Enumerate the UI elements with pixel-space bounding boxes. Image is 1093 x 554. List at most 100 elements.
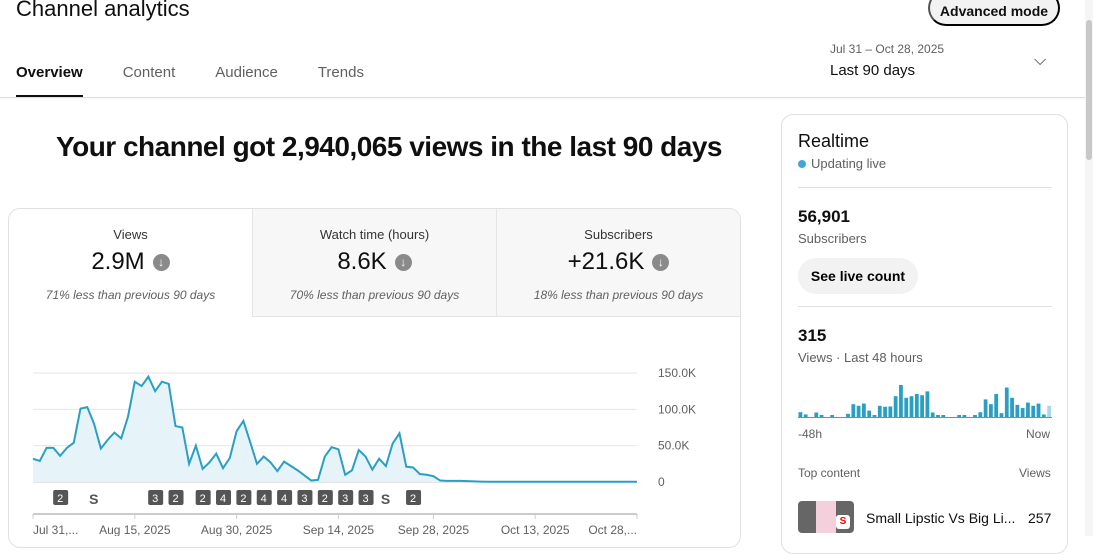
- hourly-bar: [962, 415, 967, 417]
- overview-chart-card: Views 2.9M ↓ 71% less than previous 90 da…: [8, 208, 741, 548]
- hourly-bar: [999, 413, 1004, 417]
- upload-marker-count: 3: [152, 493, 158, 505]
- views-area: [33, 376, 637, 482]
- views-line: [32, 374, 637, 483]
- tab-content[interactable]: Content: [122, 64, 176, 81]
- advanced-mode-button[interactable]: Advanced mode: [928, 0, 1060, 26]
- hourly-bar: [909, 396, 914, 417]
- hourly-bar: [1041, 414, 1046, 417]
- upload-marker: [297, 490, 313, 505]
- y-tick-label: 150.0K: [658, 366, 696, 380]
- divider: [798, 306, 1052, 307]
- subscriber-count: 56,901: [798, 207, 850, 226]
- hourly-bar: [803, 414, 808, 417]
- upload-marker-count: 3: [342, 493, 348, 505]
- upload-marker-count: 2: [322, 493, 328, 505]
- upload-marker-count: 4: [220, 493, 226, 505]
- metric-change: 18% less than previous 90 days: [533, 288, 704, 302]
- hourly-bar: [1031, 405, 1036, 417]
- axis-end: Now: [1026, 427, 1051, 441]
- hourly-bar: [973, 415, 977, 417]
- hourly-bar: [994, 393, 999, 417]
- x-tick-label: Oct 28,...: [588, 523, 637, 536]
- upload-marker: [358, 490, 374, 505]
- hourly-bar: [1010, 397, 1014, 417]
- upload-marker: [277, 490, 293, 505]
- hourly-bar: [978, 412, 983, 417]
- x-tick-label: Jul 31,...: [33, 523, 78, 536]
- hourly-bar: [851, 404, 856, 417]
- upload-marker-count: 4: [261, 493, 267, 505]
- metric-change: 71% less than previous 90 days: [45, 288, 216, 302]
- metric-views[interactable]: Views 2.9M ↓ 71% less than previous 90 da…: [9, 209, 252, 317]
- x-tick-label: Sep 14, 2025: [303, 523, 375, 536]
- y-tick-label: 50.0K: [658, 439, 689, 453]
- axis-start: -48h: [798, 427, 823, 441]
- hourly-bar: [867, 410, 872, 417]
- hourly-bar: [893, 396, 898, 417]
- tab-bar: Overview Content Audience Trends: [16, 64, 364, 97]
- hourly-bar: [819, 415, 824, 417]
- subscriber-label: Subscribers: [798, 231, 867, 246]
- hourly-bar: [1004, 387, 1009, 417]
- top-content-title[interactable]: Small Lipstic Vs Big Li...: [866, 510, 1016, 526]
- upload-marker: [236, 490, 252, 505]
- realtime-views: 315: [798, 326, 827, 345]
- x-tick-label: Oct 13, 2025: [501, 523, 570, 536]
- scrollbar[interactable]: [1085, 0, 1093, 536]
- upload-marker-count: 3: [301, 493, 307, 505]
- tab-audience[interactable]: Audience: [215, 64, 278, 81]
- shorts-icon: S: [836, 515, 850, 529]
- hourly-bar: [914, 393, 919, 417]
- realtime-views-label: Views · Last 48 hours: [798, 350, 923, 365]
- hourly-bar: [856, 405, 861, 417]
- video-thumbnail[interactable]: S: [798, 501, 854, 533]
- hourly-bar: [983, 399, 988, 417]
- hourly-bar: [936, 415, 940, 417]
- metric-subscribers[interactable]: Subscribers +21.6K ↓ 18% less than previo…: [496, 209, 740, 317]
- tab-overview[interactable]: Overview: [16, 64, 83, 97]
- page-title: Channel analytics: [16, 0, 190, 21]
- upload-marker-count: 4: [281, 493, 287, 505]
- date-range-picker[interactable]: Jul 31 – Oct 28, 2025 Last 90 days: [830, 42, 944, 79]
- hourly-bar: [989, 404, 993, 417]
- views-chart: 0 50.0K 100.0K 150.0K 2 S 3 2 2 4 2 4 4 3 2 3 3 S 2 Jul 31,…: [32, 366, 696, 536]
- headline: Your channel got 2,940,065 views in the …: [56, 131, 723, 162]
- upload-marker-count: 2: [240, 493, 246, 505]
- upload-marker-count: 2: [57, 493, 63, 505]
- realtime-title: Realtime: [798, 131, 870, 151]
- shorts-marker-icon: S: [381, 491, 390, 507]
- chevron-down-icon[interactable]: ⌵: [1034, 52, 1047, 69]
- hourly-bar: [862, 403, 866, 417]
- hourly-views-chart: [798, 385, 1052, 418]
- upload-marker-count: 2: [410, 493, 416, 505]
- x-tick-label: Aug 15, 2025: [99, 523, 171, 536]
- tab-trends[interactable]: Trends: [317, 64, 364, 81]
- upload-marker-count: 3: [362, 493, 368, 505]
- hourly-bar: [798, 412, 803, 417]
- hourly-bar: [899, 385, 903, 417]
- metric-watch-time[interactable]: Watch time (hours) 8.6K ↓ 70% less than p…: [252, 209, 496, 317]
- hourly-bar: [830, 415, 835, 417]
- see-live-count-button[interactable]: See live count: [798, 258, 918, 294]
- top-content-views: 257: [1028, 510, 1052, 526]
- hourly-bar: [904, 397, 909, 417]
- arrow-down-icon: ↓: [152, 253, 170, 271]
- top-content-label: Top content: [798, 466, 861, 480]
- upload-marker: [406, 490, 422, 505]
- live-status-text: Updating live: [811, 156, 887, 171]
- hourly-bar: [872, 415, 877, 417]
- metric-value: +21.6K: [567, 248, 645, 275]
- hourly-bar: [846, 413, 850, 417]
- date-period: Last 90 days: [830, 62, 916, 79]
- hourly-bar: [814, 412, 819, 417]
- upload-marker: [338, 490, 354, 505]
- metric-change: 70% less than previous 90 days: [289, 288, 460, 302]
- hourly-bar: [1036, 403, 1041, 417]
- upload-marker: [256, 490, 272, 505]
- metric-label: Views: [113, 227, 148, 242]
- upload-marker-count: 2: [200, 493, 206, 505]
- live-dot-icon: [798, 160, 806, 168]
- hourly-bar: [957, 415, 962, 417]
- realtime-card: Realtime Updating live 56,901 Subscriber…: [781, 114, 1068, 554]
